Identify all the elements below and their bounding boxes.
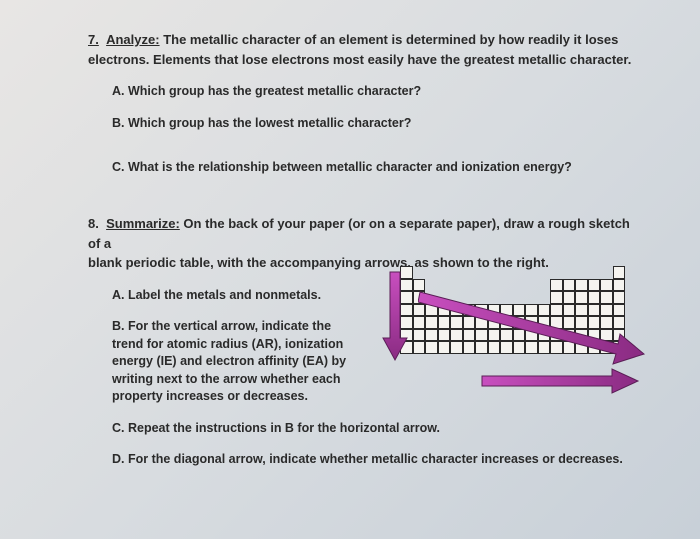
diagonal-arrow-icon xyxy=(418,288,648,368)
q8-b: B. For the vertical arrow, indicate the … xyxy=(112,318,352,406)
q7-text-2: electrons. Elements that lose electrons … xyxy=(88,52,631,67)
q7-a: A. Which group has the greatest metallic… xyxy=(112,83,640,101)
q8-c: C. Repeat the instructions in B for the … xyxy=(112,420,640,438)
question-7: 7. Analyze: The metallic character of an… xyxy=(88,30,640,174)
q7-number: 7. xyxy=(88,32,99,47)
q7-b: B. Which group has the lowest metallic c… xyxy=(112,115,640,133)
q7-label: Analyze: xyxy=(106,32,159,47)
q7-prompt: 7. Analyze: The metallic character of an… xyxy=(88,30,640,69)
question-8: 8. Summarize: On the back of your paper … xyxy=(88,214,640,469)
q7-text-1: The metallic character of an element is … xyxy=(163,32,618,47)
q8-d: D. For the diagonal arrow, indicate whet… xyxy=(112,451,640,469)
q7-c: C. What is the relationship between meta… xyxy=(112,160,640,174)
horizontal-arrow-icon xyxy=(480,368,640,394)
q8-label: Summarize: xyxy=(106,216,180,231)
vertical-arrow-icon xyxy=(382,270,408,362)
q8-number: 8. xyxy=(88,216,99,231)
periodic-table-diagram xyxy=(360,266,650,396)
worksheet-page: 7. Analyze: The metallic character of an… xyxy=(0,0,700,529)
q8-prompt: 8. Summarize: On the back of your paper … xyxy=(88,214,640,273)
